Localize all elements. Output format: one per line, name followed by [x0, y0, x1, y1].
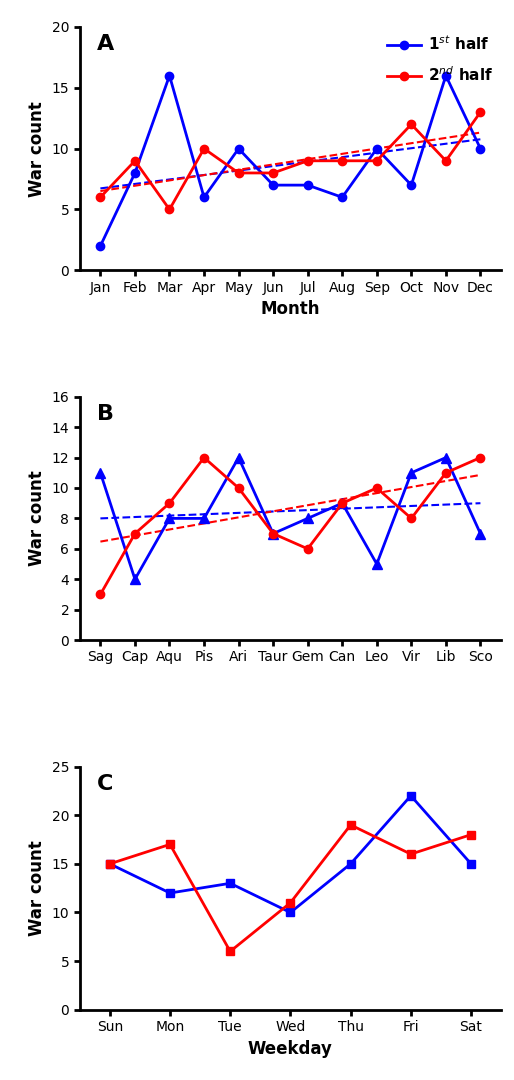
X-axis label: Month: Month [261, 300, 320, 319]
Text: A: A [97, 35, 114, 54]
Text: C: C [97, 774, 113, 794]
Legend: 1$^{st}$ half, 2$^{nd}$ half: 1$^{st}$ half, 2$^{nd}$ half [387, 35, 493, 84]
Text: B: B [97, 404, 114, 424]
Y-axis label: War count: War count [28, 840, 46, 936]
Y-axis label: War count: War count [28, 100, 46, 197]
X-axis label: Weekday: Weekday [248, 1040, 333, 1057]
Y-axis label: War count: War count [28, 471, 46, 566]
